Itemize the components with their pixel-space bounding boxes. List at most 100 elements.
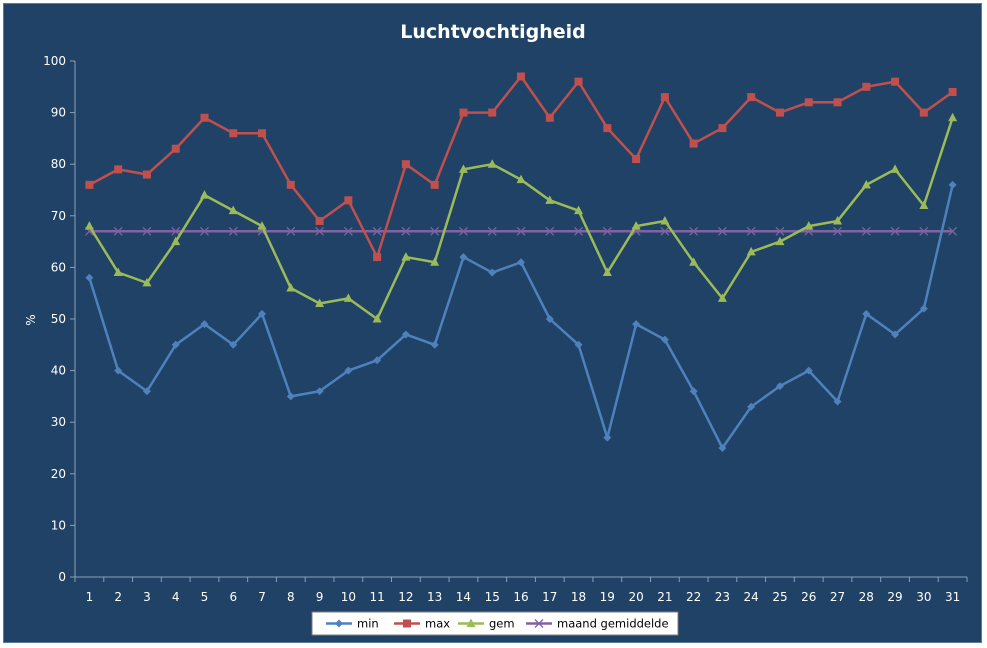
- chart-title: Luchtvochtigheid: [400, 21, 585, 43]
- data-point-gem: [689, 257, 699, 266]
- data-point-max: [229, 129, 238, 138]
- data-point-max: [545, 113, 554, 122]
- x-tick-label: 3: [143, 590, 151, 604]
- marker-stroke: [919, 226, 929, 236]
- data-point-maand-gemiddelde: [430, 226, 440, 236]
- marker-stroke: [458, 226, 468, 236]
- data-point-min: [545, 315, 554, 323]
- data-point-maand-gemiddelde: [315, 226, 325, 236]
- data-point-max: [862, 82, 871, 91]
- data-point-max: [258, 129, 267, 138]
- data-point-max: [718, 124, 727, 133]
- x-tick-label: 23: [715, 590, 730, 604]
- marker-stroke: [315, 226, 325, 236]
- series-layer: [84, 72, 958, 452]
- data-point-min: [517, 258, 525, 267]
- data-point-maand-gemiddelde: [228, 226, 238, 236]
- x-tick-label: 31: [945, 590, 960, 604]
- y-tick-label: 80: [51, 157, 66, 171]
- data-point-maand-gemiddelde: [372, 226, 382, 236]
- x-tick-label: 22: [686, 590, 701, 604]
- legend-marker-min: [335, 619, 343, 628]
- data-point-min: [660, 335, 669, 344]
- marker-stroke: [775, 226, 785, 236]
- x-tick-label: 15: [485, 590, 500, 604]
- data-point-maand-gemiddelde: [487, 226, 497, 236]
- data-point-gem: [401, 252, 411, 261]
- data-point-gem: [487, 159, 497, 168]
- data-point-gem: [890, 164, 900, 173]
- data-point-min: [286, 392, 295, 401]
- data-point-max: [171, 144, 180, 153]
- data-point-max: [804, 98, 813, 107]
- data-point-min: [919, 304, 928, 313]
- x-tick-label: 11: [369, 590, 384, 604]
- marker-stroke: [948, 226, 958, 236]
- data-point-maand-gemiddelde: [516, 226, 526, 236]
- data-point-min: [862, 309, 871, 318]
- data-point-gem: [257, 221, 267, 230]
- data-point-min: [804, 366, 813, 375]
- data-point-gem: [545, 195, 555, 204]
- data-point-maand-gemiddelde: [286, 226, 296, 236]
- data-point-maand-gemiddelde: [602, 226, 612, 236]
- data-point-gem: [660, 215, 670, 225]
- legend-label-maand-gemiddelde: maand gemiddelde: [557, 617, 669, 631]
- data-point-gem: [84, 221, 94, 230]
- legend-box: [311, 611, 679, 636]
- data-point-maand-gemiddelde: [861, 226, 871, 236]
- data-point-maand-gemiddelde: [401, 226, 411, 236]
- series-gem: [84, 112, 958, 323]
- data-point-gem: [602, 267, 612, 277]
- data-point-max: [114, 165, 123, 174]
- x-tick-label: 18: [571, 590, 586, 604]
- data-point-gem: [228, 205, 238, 215]
- y-tick-label: 0: [58, 570, 66, 584]
- marker-stroke: [113, 226, 123, 236]
- marker-stroke: [228, 226, 238, 236]
- x-tick-label: 1: [86, 590, 94, 604]
- data-point-maand-gemiddelde: [142, 226, 152, 236]
- marker-stroke: [142, 226, 152, 236]
- data-point-min: [833, 397, 842, 406]
- data-point-maand-gemiddelde: [833, 226, 842, 236]
- data-point-gem: [804, 221, 814, 230]
- data-point-max: [833, 98, 842, 107]
- data-point-min: [574, 340, 583, 349]
- data-point-maand-gemiddelde: [343, 226, 353, 236]
- marker-stroke: [401, 226, 411, 236]
- marker-stroke: [545, 226, 555, 236]
- data-point-maand-gemiddelde: [171, 226, 181, 236]
- marker-stroke: [861, 226, 871, 236]
- y-tick-label: 20: [51, 467, 66, 481]
- legend-label-max: max: [425, 617, 450, 631]
- series-line-gem: [88, 117, 954, 321]
- legend-label-gem: gem: [489, 617, 515, 631]
- data-point-max: [142, 170, 151, 179]
- data-point-max: [373, 253, 382, 262]
- data-point-gem: [775, 236, 785, 246]
- x-tick-label: 25: [772, 590, 787, 604]
- marker-stroke: [833, 226, 842, 236]
- data-point-min: [718, 444, 727, 452]
- legend-marker-gem: [466, 618, 476, 627]
- legend-marker-maand-gemiddelde: [534, 619, 544, 628]
- data-point-max: [344, 196, 353, 205]
- marker-stroke: [200, 226, 209, 236]
- marker-stroke: [890, 226, 900, 236]
- data-point-gem: [631, 221, 641, 230]
- data-point-maand-gemiddelde: [890, 226, 900, 236]
- data-point-min: [229, 340, 238, 349]
- data-point-max: [401, 160, 410, 169]
- x-tick-label: 9: [316, 590, 324, 604]
- data-point-max: [85, 180, 94, 189]
- data-point-max: [660, 93, 669, 102]
- y-tick-label: 100: [43, 54, 66, 68]
- x-tick-label: 5: [201, 590, 209, 604]
- y-tick-label: 40: [51, 364, 66, 378]
- x-tick-label: 14: [456, 590, 471, 604]
- data-point-maand-gemiddelde: [919, 226, 929, 236]
- data-point-gem: [717, 293, 727, 302]
- data-point-min: [430, 340, 439, 349]
